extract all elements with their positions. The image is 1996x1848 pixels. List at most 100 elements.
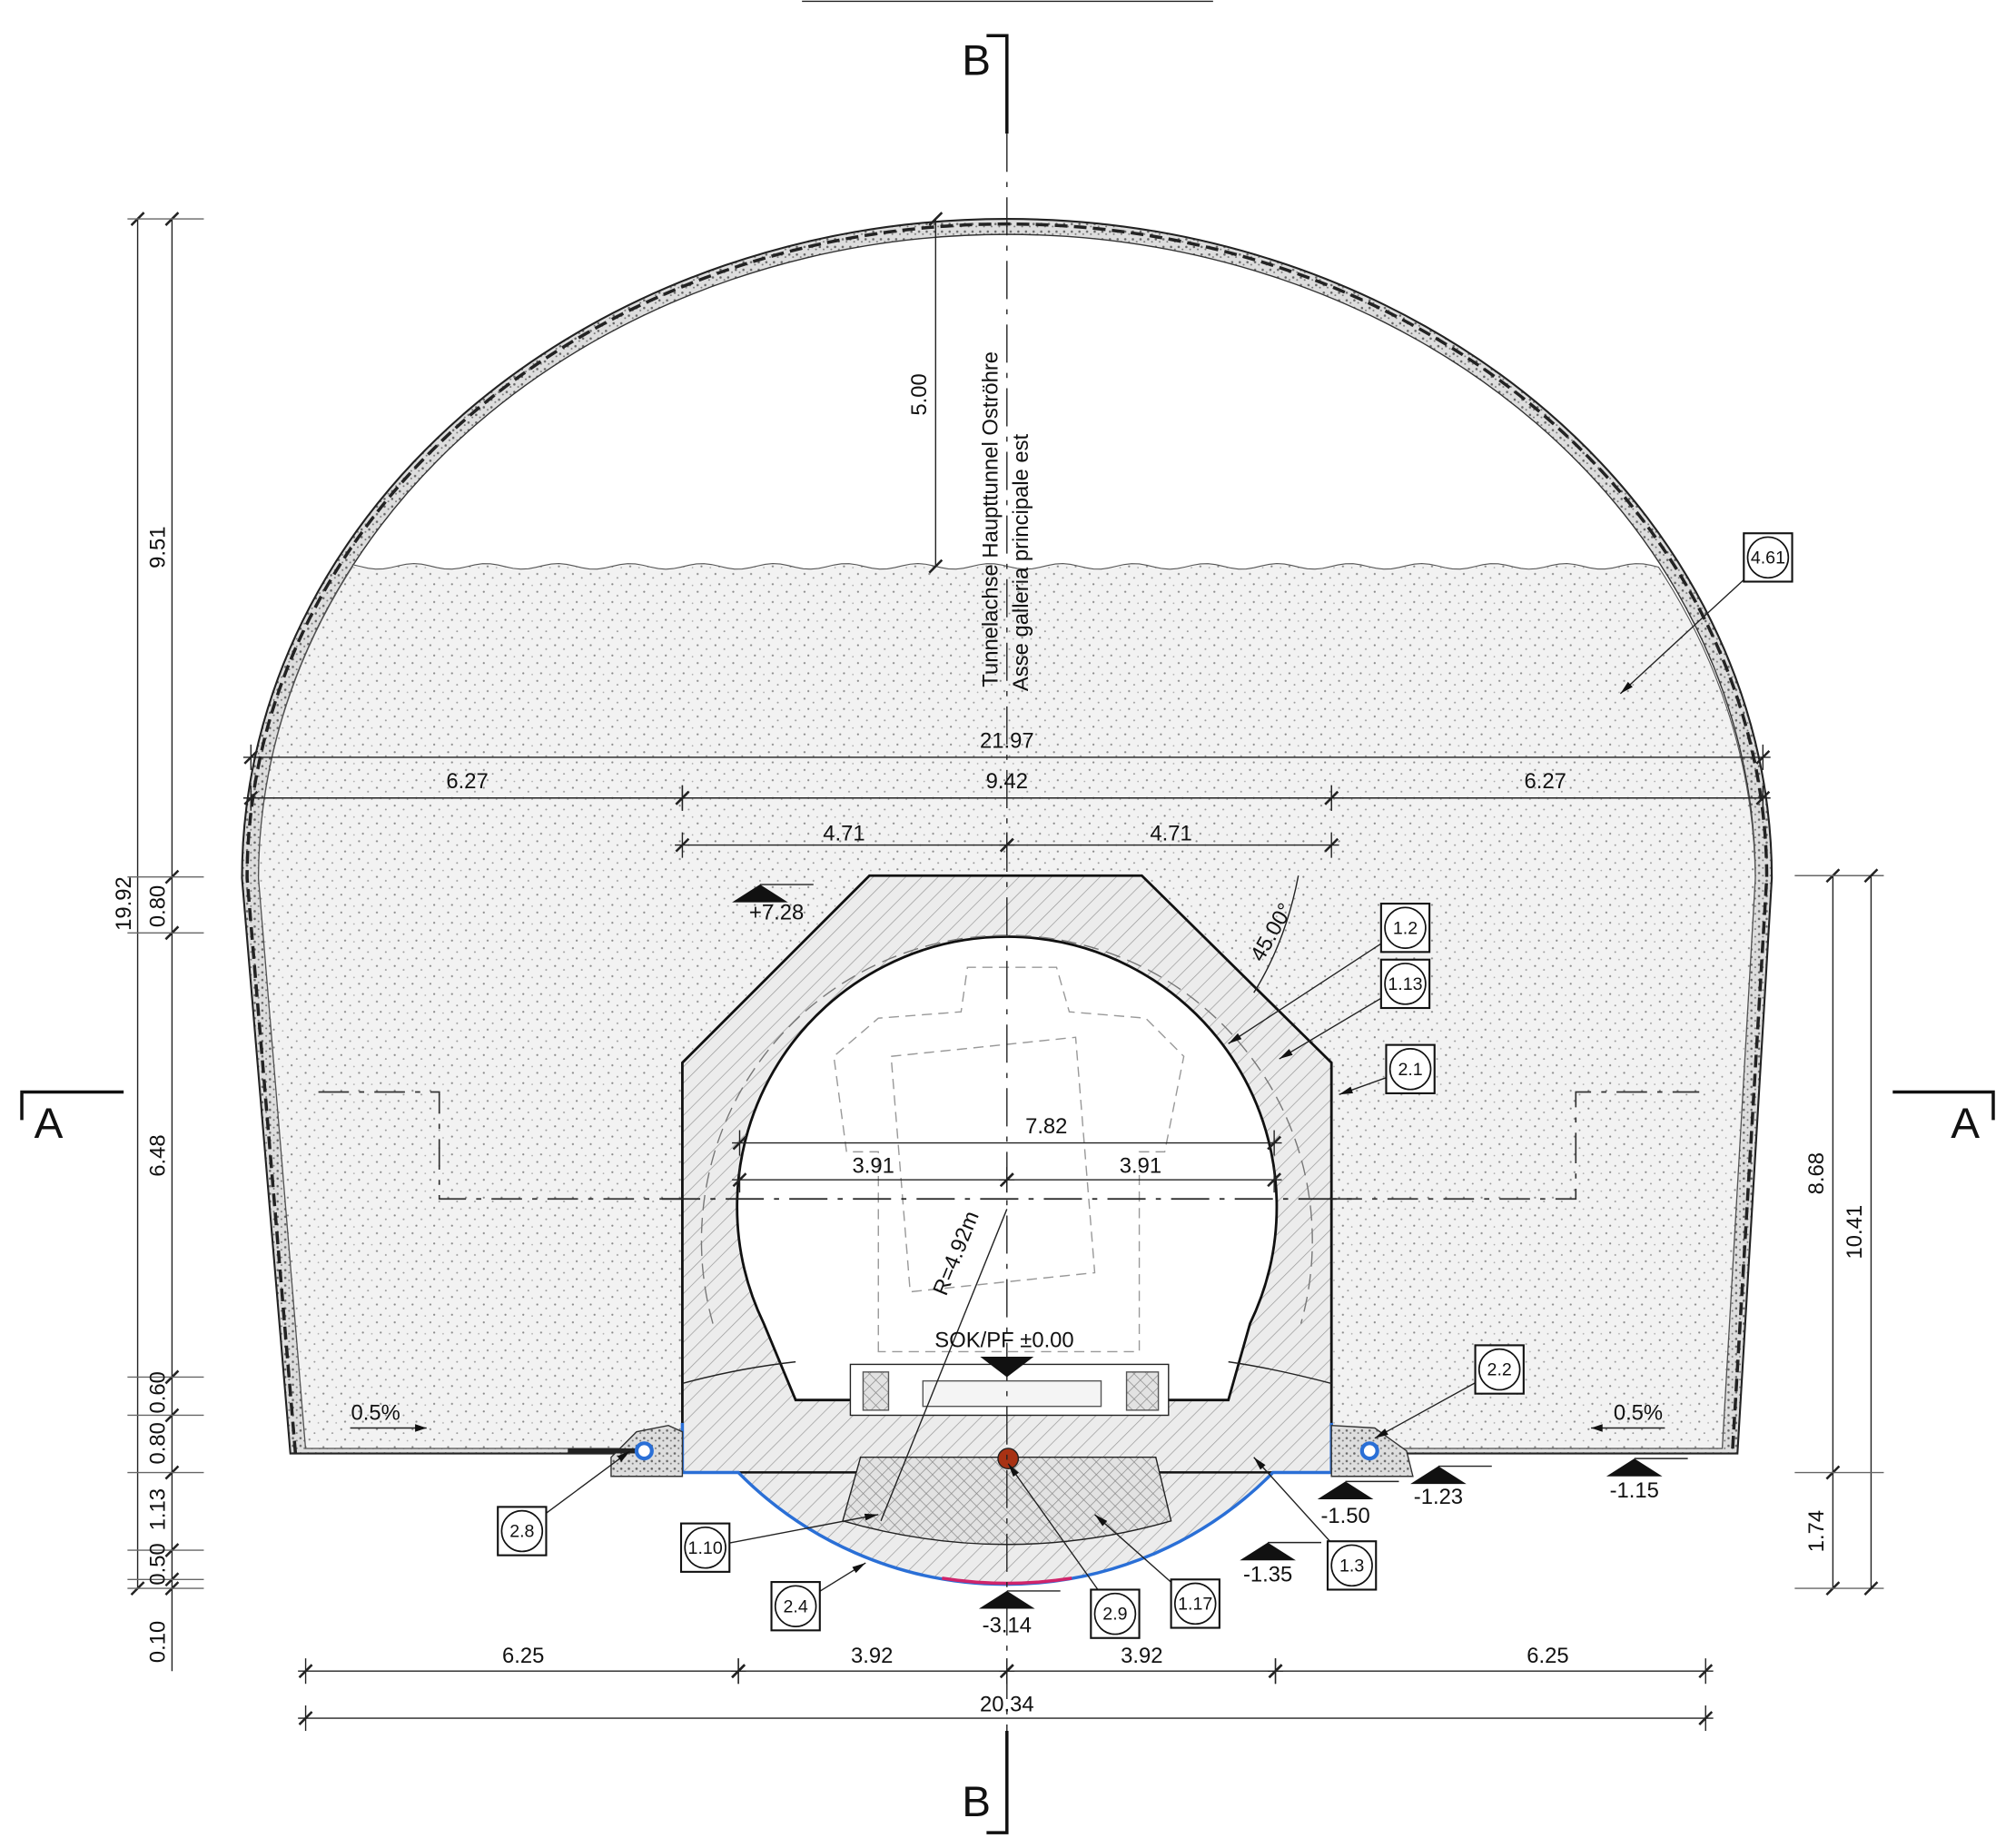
dimension-text: 3.91 bbox=[852, 1153, 894, 1178]
dim-tick bbox=[1863, 868, 1879, 884]
rail-block bbox=[922, 1379, 1102, 1408]
dimension-text: 0.60 bbox=[146, 1371, 171, 1413]
dim-tick bbox=[928, 558, 944, 574]
angle-arc bbox=[1253, 875, 1299, 993]
cable-duct bbox=[862, 1371, 890, 1411]
dimension-text: 6.25 bbox=[1527, 1644, 1568, 1668]
dimension-text: 6.25 bbox=[502, 1644, 544, 1668]
callout-circle bbox=[1746, 536, 1790, 579]
callout-text: 2.4 bbox=[784, 1596, 808, 1616]
leader-line bbox=[1228, 927, 1406, 1044]
callout-text: 2.8 bbox=[509, 1522, 534, 1542]
leader-arrow bbox=[1253, 1457, 1266, 1470]
callout-text: 2.9 bbox=[1102, 1605, 1127, 1625]
dimension-text: 4.71 bbox=[1150, 822, 1191, 846]
dimension-text: 0.10 bbox=[146, 1621, 171, 1663]
callout-circle bbox=[684, 1526, 726, 1569]
callout-circle bbox=[1477, 1348, 1521, 1391]
callout-circle bbox=[1330, 1544, 1373, 1587]
axis-label: Tunnelachse Haupttunnel Oströhre bbox=[978, 351, 1003, 687]
dimension-text: 3.92 bbox=[1121, 1644, 1162, 1668]
callout-circle bbox=[774, 1585, 817, 1627]
slope-text: 0.5% bbox=[1614, 1400, 1663, 1425]
section-label: A bbox=[1951, 1100, 1980, 1148]
level-text: SOK/PF ±0.00 bbox=[934, 1328, 1073, 1352]
dimension-text: 21.97 bbox=[980, 728, 1034, 753]
callout-text: 2.2 bbox=[1487, 1360, 1512, 1380]
dimension-text: 20.34 bbox=[980, 1692, 1034, 1716]
dimension-text: 0.80 bbox=[146, 1422, 171, 1464]
section-mark bbox=[986, 34, 1009, 134]
section-mark bbox=[986, 1731, 1009, 1834]
dimension-text: 0.50 bbox=[146, 1543, 171, 1585]
elevation-marker bbox=[1240, 1542, 1296, 1561]
dimension-text: 1.74 bbox=[1804, 1510, 1829, 1552]
elevation-marker bbox=[1317, 1481, 1374, 1499]
elevation-marker bbox=[1410, 1466, 1467, 1485]
drain-pipe bbox=[1359, 1441, 1379, 1461]
callout-text: 1.2 bbox=[1393, 918, 1418, 938]
leader-arrow bbox=[852, 1563, 866, 1574]
callout-circle bbox=[1388, 1048, 1432, 1091]
dim-tick bbox=[928, 212, 944, 226]
leader-arrow bbox=[1339, 1086, 1353, 1095]
elevation-marker bbox=[732, 884, 788, 903]
callout-text: 4.61 bbox=[1751, 548, 1785, 568]
level-marker bbox=[980, 1357, 1034, 1378]
callout-circle bbox=[1384, 963, 1427, 1005]
leader-arrow bbox=[1374, 1428, 1388, 1438]
elevation-text: -1.23 bbox=[1414, 1485, 1463, 1509]
callout-circle bbox=[1093, 1592, 1137, 1636]
arrow-head bbox=[1591, 1424, 1603, 1432]
callout-text: 1.10 bbox=[688, 1538, 723, 1558]
dimension-text: 5.00 bbox=[907, 373, 932, 415]
section-mark bbox=[1892, 1090, 1995, 1121]
dimension-text: 3.92 bbox=[851, 1644, 893, 1668]
dimension-text: 19.92 bbox=[112, 876, 136, 931]
section-label: B bbox=[962, 1778, 991, 1826]
drain-pipe bbox=[634, 1441, 654, 1461]
callout-circle bbox=[1384, 906, 1427, 949]
slope-text: 0.5% bbox=[351, 1400, 400, 1425]
callout-text: 2.1 bbox=[1398, 1060, 1422, 1080]
dimension-text: 8.68 bbox=[1804, 1152, 1829, 1194]
dimension-text: 7.82 bbox=[1025, 1114, 1067, 1139]
leader-arrow bbox=[1620, 681, 1633, 694]
callout-circle bbox=[1173, 1582, 1217, 1626]
arrow-head bbox=[415, 1424, 427, 1432]
leader-arrow bbox=[1008, 1463, 1019, 1477]
elevation-text: -1.35 bbox=[1243, 1562, 1292, 1586]
center-drain bbox=[997, 1448, 1020, 1470]
elevation-marker bbox=[978, 1590, 1035, 1609]
dimension-text: 4.71 bbox=[823, 822, 865, 846]
leader-arrow bbox=[864, 1513, 879, 1521]
dimension-text: 6.48 bbox=[146, 1134, 171, 1176]
radius-line bbox=[880, 1209, 1008, 1522]
elevation-text: -3.14 bbox=[983, 1613, 1032, 1637]
elevation-marker bbox=[1606, 1458, 1663, 1477]
dim-tick bbox=[1863, 1581, 1879, 1596]
leader-arrow bbox=[1279, 1049, 1293, 1060]
dimension-text: 0.80 bbox=[146, 885, 171, 927]
dimension-text: 9.51 bbox=[146, 526, 171, 568]
elevation-text: -1.50 bbox=[1320, 1504, 1369, 1528]
callout-text: 1.13 bbox=[1388, 974, 1422, 994]
dimension-text: 3.91 bbox=[1120, 1153, 1161, 1178]
leader-arrow bbox=[1228, 1033, 1242, 1044]
axis-label: Asse galleria principale est bbox=[1009, 433, 1033, 691]
cable-duct bbox=[1125, 1371, 1160, 1411]
dimension-text: 9.42 bbox=[986, 769, 1028, 794]
callout-circle bbox=[500, 1509, 544, 1553]
dimension-text: 10.41 bbox=[1843, 1205, 1867, 1260]
leader-line bbox=[705, 1514, 879, 1548]
callout-text: 1.3 bbox=[1339, 1556, 1364, 1576]
section-label: B bbox=[962, 37, 991, 85]
dimension-text: 6.27 bbox=[1524, 769, 1566, 794]
section-mark bbox=[20, 1090, 124, 1121]
leader-arrow bbox=[1094, 1514, 1108, 1527]
elevation-text: -1.15 bbox=[1610, 1478, 1659, 1503]
leader-arrow bbox=[617, 1450, 630, 1462]
sidewalk-lines bbox=[682, 1360, 1332, 1385]
